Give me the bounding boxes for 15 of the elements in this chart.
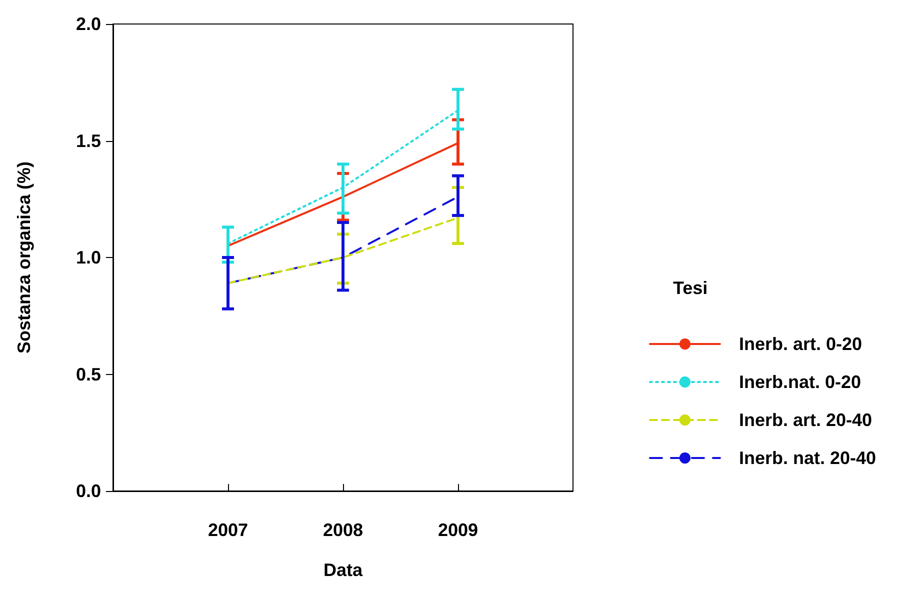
x-tick-label: 2007 — [208, 520, 248, 540]
y-tick-label: 0.5 — [76, 364, 101, 384]
legend-label: Inerb. art. 20-40 — [738, 410, 872, 430]
x-axis-title: Data — [323, 560, 364, 580]
y-tick-label: 2.0 — [76, 14, 101, 34]
y-axis-title: Sostanza organica (%) — [14, 161, 34, 354]
y-tick-label: 0.0 — [76, 481, 101, 501]
x-tick-label: 2008 — [322, 520, 364, 540]
y-tick-label: 1.0 — [76, 248, 101, 268]
legend-label: Inerb. nat. 20-40 — [738, 448, 876, 468]
y-tick-label: 1.5 — [76, 130, 101, 151]
legend-label: Inerb.nat. 0-20 — [738, 372, 861, 392]
legend-label: Inerb. art. 0-20 — [738, 334, 862, 354]
x-tick-label: 2009 — [438, 520, 478, 540]
legend-title: Tesi — [673, 278, 708, 298]
